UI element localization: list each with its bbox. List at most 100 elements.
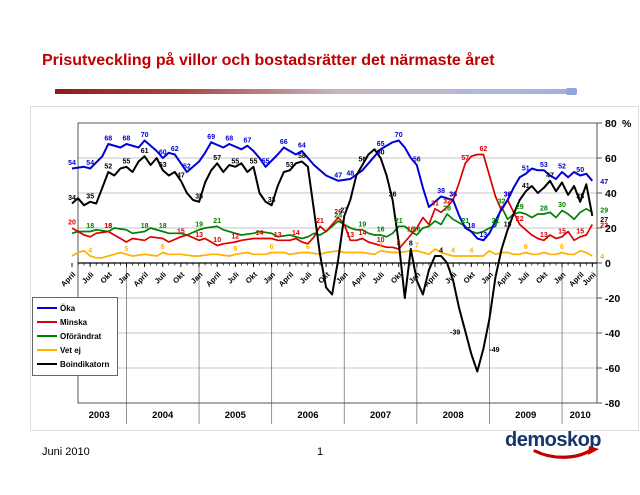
x-tick-label: April bbox=[277, 270, 295, 288]
series-line-Öka bbox=[71, 139, 594, 242]
data-label: 47 bbox=[334, 172, 342, 179]
legend-swatch bbox=[37, 363, 57, 365]
data-label: 20 bbox=[68, 220, 76, 227]
x-tick-label: Jan bbox=[552, 270, 568, 286]
data-label: 7 bbox=[379, 242, 383, 249]
data-label: 6 bbox=[524, 244, 528, 251]
data-label: 52 bbox=[558, 164, 566, 171]
data-label: 18 bbox=[104, 223, 112, 230]
series-line-Boindikatorn bbox=[71, 148, 594, 373]
legend-swatch bbox=[37, 321, 57, 323]
x-tick-label: Okt bbox=[99, 270, 115, 286]
data-label: 36 bbox=[504, 192, 512, 199]
data-label: 53 bbox=[286, 162, 294, 169]
data-label: 64 bbox=[298, 143, 306, 150]
year-label: 2003 bbox=[89, 410, 110, 421]
data-label: 29 bbox=[600, 207, 608, 214]
data-label: 12 bbox=[231, 234, 239, 241]
legend-swatch bbox=[37, 335, 57, 337]
data-label: 27 bbox=[600, 217, 608, 224]
data-label: 16 bbox=[413, 227, 421, 234]
data-label: 58 bbox=[298, 153, 306, 160]
legend-item-öka: Öka bbox=[37, 301, 117, 315]
data-label: 10 bbox=[213, 237, 221, 244]
demoskop-logo-text: demoskop bbox=[505, 429, 602, 451]
page-title: Prisutveckling på villor och bostadsrätt… bbox=[42, 52, 495, 69]
legend-item-oförändrat: Oförändrat bbox=[37, 329, 117, 343]
data-label: 69 bbox=[207, 134, 215, 141]
data-label: 56 bbox=[359, 157, 367, 164]
legend-label: Boindikatorn bbox=[60, 359, 110, 369]
year-separators bbox=[126, 263, 563, 424]
legend-item-minska: Minska bbox=[37, 315, 117, 329]
data-label: 68 bbox=[225, 136, 233, 143]
data-label: 29 bbox=[516, 204, 524, 211]
legend-item-boindikatorn: Boindikatorn bbox=[37, 357, 117, 371]
data-label: 21 bbox=[492, 218, 500, 225]
series-labels-Oförändrat: 18 18 18 18 19 21 24 19 16 21 16 28 21 21 32 29 28 30 29 bbox=[86, 199, 608, 234]
data-label: 36 bbox=[449, 192, 457, 199]
x-tick-label: April bbox=[59, 270, 77, 288]
data-label: 13 bbox=[540, 232, 548, 239]
data-label: 19 bbox=[359, 221, 367, 228]
data-label: 24 bbox=[334, 213, 342, 220]
legend-swatch bbox=[37, 307, 57, 309]
data-label: 52 bbox=[104, 164, 112, 171]
y-axis-label: 60 bbox=[605, 153, 617, 165]
data-label: 21 bbox=[461, 218, 469, 225]
data-label: 8 bbox=[409, 241, 413, 248]
y-gridlines: 80 60 40 20 0 -20 -40 -60 -80% bbox=[78, 118, 632, 410]
y-axis-label: 0 bbox=[605, 258, 611, 270]
x-tick-label: Juli bbox=[516, 270, 532, 286]
data-label: -49 bbox=[489, 347, 499, 354]
data-label: 53 bbox=[540, 162, 548, 169]
data-label: 54 bbox=[68, 160, 76, 167]
data-label: 22 bbox=[516, 216, 524, 223]
x-tick-label: April bbox=[204, 270, 222, 288]
y-axis-label: 40 bbox=[605, 188, 617, 200]
data-label: 18 bbox=[104, 223, 112, 230]
x-tick-label: Juli bbox=[153, 270, 169, 286]
series-labels-Vet ej: 4 5 6 5 6 6 7 7 4 4 6 6 4 bbox=[88, 242, 604, 261]
legend-label: Oförändrat bbox=[60, 331, 102, 341]
data-label: 13 bbox=[195, 232, 203, 239]
demoskop-swoosh-icon bbox=[533, 446, 599, 459]
data-label: 54 bbox=[86, 160, 94, 167]
data-label: 35 bbox=[576, 193, 584, 200]
data-label: 60 bbox=[377, 150, 385, 157]
data-label: 4 bbox=[451, 248, 455, 255]
data-label: 4 bbox=[439, 248, 443, 255]
data-label: 14 bbox=[292, 230, 300, 237]
data-label: 66 bbox=[280, 139, 288, 146]
data-label: 36 bbox=[449, 192, 457, 199]
data-label: 51 bbox=[522, 165, 530, 172]
chart-legend: Öka Minska Oförändrat Vet ej Boindikatorn bbox=[32, 297, 118, 376]
year-label: 2004 bbox=[152, 410, 174, 421]
data-label: 8 bbox=[397, 241, 401, 248]
data-label: 27 bbox=[340, 207, 348, 214]
series-labels-Öka: 54 54 68 68 70 60 62 52 69 68 67 55 66 64 47 48 65 70 56 38… bbox=[68, 132, 608, 239]
y-axis-label: 20 bbox=[605, 223, 617, 235]
data-label: 18 bbox=[141, 223, 149, 230]
x-tick-label: April bbox=[349, 270, 367, 288]
data-label: 5 bbox=[124, 246, 128, 253]
data-label: 55 bbox=[262, 158, 270, 165]
data-label: 16 bbox=[377, 227, 385, 234]
data-label: 13 bbox=[480, 232, 488, 239]
data-label: 48 bbox=[346, 171, 354, 178]
x-tick-label: Juli bbox=[298, 270, 314, 286]
legend-swatch bbox=[37, 349, 57, 351]
data-label: 56 bbox=[413, 157, 421, 164]
data-label: 6 bbox=[306, 244, 310, 251]
data-label: 34 bbox=[68, 195, 76, 202]
data-label: 14 bbox=[359, 230, 367, 237]
data-label: 55 bbox=[250, 158, 258, 165]
data-label: 26 bbox=[334, 209, 342, 216]
legend-label: Vet ej bbox=[60, 345, 81, 355]
data-label: 67 bbox=[244, 137, 252, 144]
data-label: 19 bbox=[504, 221, 512, 228]
data-label: 15 bbox=[558, 228, 566, 235]
x-tick-label: Jan bbox=[189, 270, 205, 286]
